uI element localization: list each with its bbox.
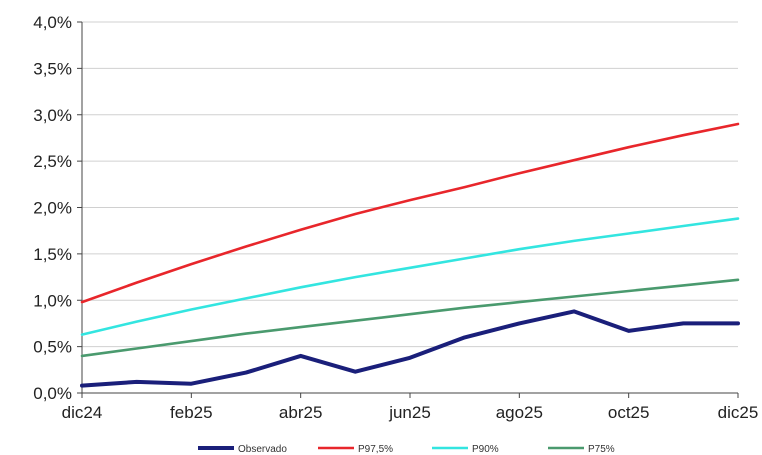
legend: Observado P97,5% P90% P75% [198, 444, 615, 455]
y-tick-label: 0,0% [33, 384, 72, 403]
grid-lines [82, 21, 738, 348]
y-tick-label: 3,5% [33, 59, 72, 78]
y-tick-label: 4,0% [33, 13, 72, 32]
x-tick-label: feb25 [170, 403, 213, 422]
x-tick-label: abr25 [279, 403, 322, 422]
x-axis-tick-labels: dic24 feb25 abr25 jun25 ago25 oct25 dic25 [62, 403, 759, 422]
y-axis-tick-labels: 0,0% 0,5% 1,0% 1,5% 2,0% 2,5% 3,0% 3,5% 4,0% [33, 13, 72, 403]
y-tick-label: 2,5% [33, 152, 72, 171]
x-tick-label: oct25 [608, 403, 650, 422]
legend-label-p90-: P90% [472, 444, 499, 455]
series-line-p97-5- [80, 122, 740, 304]
legend-label-observado: Observado [238, 444, 287, 455]
series-line-observado [80, 309, 740, 388]
series-line-p90- [80, 217, 740, 336]
series-lines [80, 122, 740, 388]
y-tick-label: 3,0% [33, 106, 72, 125]
y-tick-label: 1,5% [33, 245, 72, 264]
x-tick-label: dic25 [718, 403, 759, 422]
x-tick-label: jun25 [388, 403, 431, 422]
x-tick-label: dic24 [62, 403, 103, 422]
legend-label-p75-: P75% [588, 444, 615, 455]
y-tick-label: 0,5% [33, 338, 72, 357]
axes [77, 21, 739, 398]
x-tick-label: ago25 [496, 403, 543, 422]
y-tick-label: 1,0% [33, 291, 72, 310]
y-tick-label: 2,0% [33, 199, 72, 218]
legend-label-p97-5-: P97,5% [358, 444, 393, 455]
series-line-p75- [80, 278, 740, 358]
